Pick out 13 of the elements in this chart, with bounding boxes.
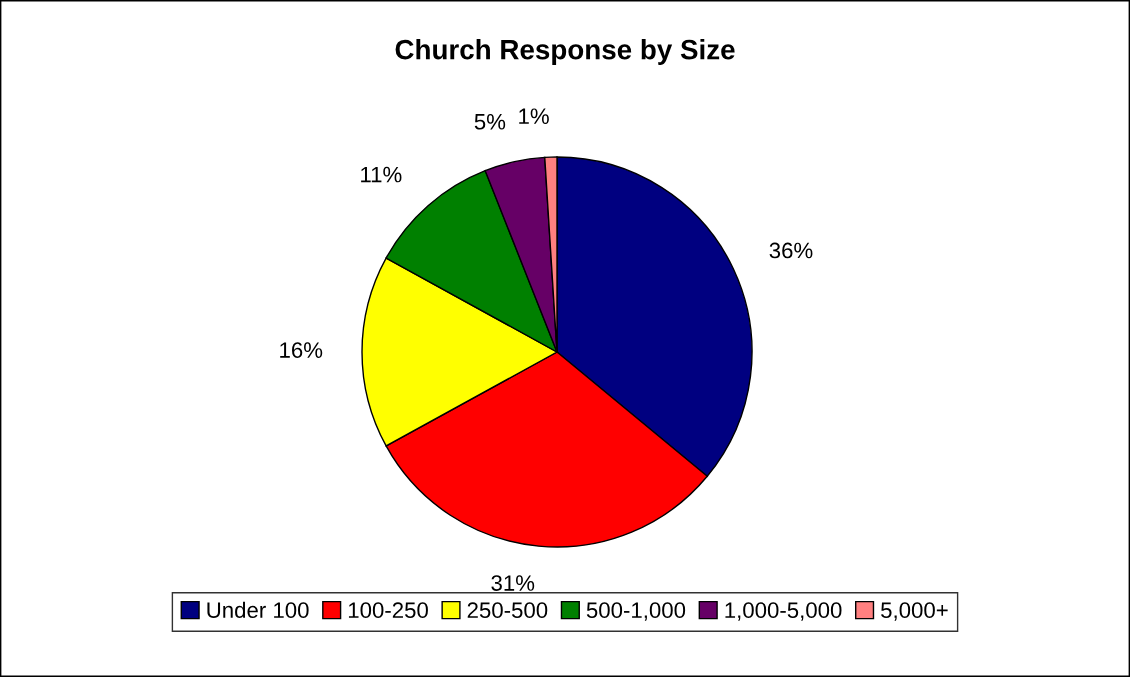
legend-label: 500-1,000 <box>586 602 686 621</box>
legend-label: Under 100 <box>207 601 309 619</box>
chart-title: Church Response by Size <box>395 39 735 65</box>
data-label: 16% <box>280 342 323 358</box>
data-label: 11% <box>361 166 402 183</box>
data-label: 31% <box>491 575 535 591</box>
data-label: 5% <box>474 113 506 130</box>
legend-label: 5,000+ <box>881 602 948 621</box>
data-label: 36% <box>769 242 813 259</box>
legend-label: 100-250 <box>348 602 428 619</box>
legend-label: 250-500 <box>467 602 548 619</box>
data-label: 1% <box>519 108 549 124</box>
legend-label: 1,000-5,000 <box>725 602 842 621</box>
